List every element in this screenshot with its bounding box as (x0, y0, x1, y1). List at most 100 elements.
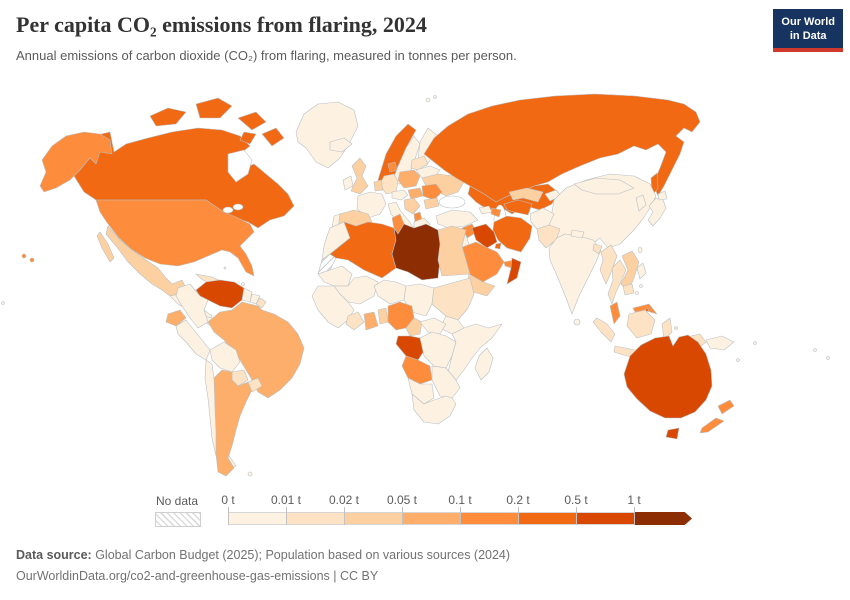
legend-bin-0.1t[interactable] (460, 512, 518, 525)
country-iraq[interactable] (471, 223, 498, 249)
country-papua-new-guinea[interactable] (705, 335, 735, 351)
country-bangladesh[interactable] (592, 243, 603, 255)
country-french-guiana[interactable] (255, 297, 267, 309)
country-india[interactable] (548, 233, 602, 315)
country-japan[interactable] (647, 197, 667, 227)
country-central-europe[interactable] (391, 189, 409, 201)
country-australia[interactable] (623, 334, 713, 419)
country-peru[interactable] (175, 319, 211, 361)
country-brunei[interactable] (645, 308, 649, 312)
country-ireland[interactable] (342, 175, 354, 191)
country-poland[interactable] (397, 169, 421, 189)
country-canadian-arctic[interactable] (195, 97, 233, 119)
country-azerbaijan[interactable] (490, 207, 502, 218)
country-alaska[interactable] (39, 131, 113, 193)
country-ghana[interactable] (363, 311, 379, 331)
country-thailand[interactable] (607, 259, 627, 305)
country-russia[interactable] (423, 93, 701, 203)
country-pacific-islands[interactable] (753, 341, 757, 345)
country-libya[interactable] (391, 223, 443, 281)
country-philippines[interactable] (636, 262, 647, 280)
country-caribbean-islands[interactable] (223, 266, 227, 270)
country-indonesia-sumatra[interactable] (592, 317, 616, 343)
country-pacific-islands[interactable] (736, 358, 740, 362)
country-turkmenistan[interactable] (503, 199, 533, 216)
country-malaysia-peninsula[interactable] (609, 301, 621, 325)
country-sudan[interactable] (431, 277, 475, 321)
country-pacific-islands[interactable] (826, 356, 830, 360)
country-canadian-arctic[interactable] (239, 131, 257, 145)
country-mongolia[interactable] (573, 177, 635, 195)
country-egypt[interactable] (437, 225, 471, 277)
country-taiwan[interactable] (637, 246, 643, 254)
country-svalbard[interactable] (425, 97, 431, 103)
country-uzbekistan[interactable] (508, 187, 544, 203)
legend-bin-0.02t[interactable] (344, 512, 402, 525)
country-bolivia[interactable] (209, 341, 241, 373)
country-benelux[interactable] (373, 179, 384, 192)
country-france[interactable] (356, 191, 387, 219)
country-iran[interactable] (492, 215, 533, 253)
country-bulgaria[interactable] (423, 197, 440, 210)
country-new-zealand-north[interactable] (717, 399, 735, 415)
country-canadian-arctic[interactable] (237, 111, 267, 131)
country-sri-lanka[interactable] (573, 318, 581, 326)
country-romania[interactable] (421, 183, 443, 201)
country-canadian-arctic[interactable] (149, 107, 187, 127)
legend-bin-0.05t[interactable] (402, 512, 460, 525)
country-svalbard[interactable] (433, 95, 437, 99)
country-greenland[interactable] (295, 101, 359, 169)
country-iceland[interactable] (329, 137, 353, 153)
country-algeria[interactable] (329, 221, 397, 279)
country-balkans[interactable] (403, 197, 421, 215)
country-east-africa[interactable] (447, 323, 503, 381)
country-southeast-africa[interactable] (431, 365, 461, 399)
country-angola[interactable] (401, 355, 433, 385)
country-baltics[interactable] (410, 155, 429, 171)
owid-logo[interactable]: Our World in Data (773, 9, 843, 52)
country-south-korea[interactable] (635, 194, 647, 212)
legend-bin-0t[interactable] (228, 512, 286, 525)
legend-bin-1t[interactable] (634, 512, 692, 525)
legend-bin-0.01t[interactable] (286, 512, 344, 525)
legend-no-data-swatch[interactable] (155, 512, 201, 527)
country-gabon-congo[interactable] (395, 335, 427, 361)
country-united-kingdom[interactable] (350, 157, 369, 195)
country-argentina[interactable] (213, 369, 253, 477)
country-indonesia-sulawesi[interactable] (661, 317, 673, 341)
country-myanmar[interactable] (599, 244, 618, 285)
footer-license[interactable]: CC BY (340, 568, 379, 583)
country-cameroon[interactable] (405, 317, 423, 337)
country-canadian-arctic[interactable] (261, 127, 285, 147)
legend-bin-0.5t[interactable] (576, 512, 634, 525)
country-madagascar[interactable] (474, 347, 494, 381)
legend-bin-0.2t[interactable] (518, 512, 576, 525)
country-western-sahara[interactable] (317, 253, 337, 275)
country-hungary[interactable] (407, 187, 424, 200)
country-philippines[interactable] (635, 291, 639, 295)
country-indonesia-maluku[interactable] (674, 326, 678, 330)
country-indonesia-borneo[interactable] (626, 309, 656, 339)
country-hawaii[interactable] (21, 253, 27, 259)
country-ivory-coast[interactable] (345, 311, 365, 331)
country-hawaii[interactable] (29, 257, 35, 263)
country-uruguay[interactable] (247, 377, 263, 393)
country-mexico-baja[interactable] (96, 231, 115, 263)
country-nepal[interactable] (570, 229, 585, 239)
country-niger[interactable] (373, 279, 407, 305)
country-central-african-republic[interactable] (419, 317, 447, 335)
country-turkey[interactable] (435, 209, 479, 229)
country-philippines[interactable] (639, 284, 643, 288)
country-benin-togo[interactable] (377, 307, 389, 325)
country-kuwait[interactable] (494, 242, 502, 250)
country-south-africa[interactable] (411, 393, 457, 425)
country-japan-hokkaido[interactable] (657, 190, 668, 201)
country-caribbean-islands[interactable] (241, 282, 245, 286)
country-pacific-islands[interactable] (813, 348, 817, 352)
country-australia-tasmania[interactable] (665, 427, 680, 440)
country-cambodia[interactable] (622, 283, 635, 296)
footer-link[interactable]: OurWorldinData.org/co2-and-greenhouse-ga… (16, 568, 330, 583)
country-ecuador[interactable] (165, 309, 187, 327)
country-denmark[interactable] (387, 161, 398, 173)
country-new-zealand-south[interactable] (699, 417, 725, 434)
